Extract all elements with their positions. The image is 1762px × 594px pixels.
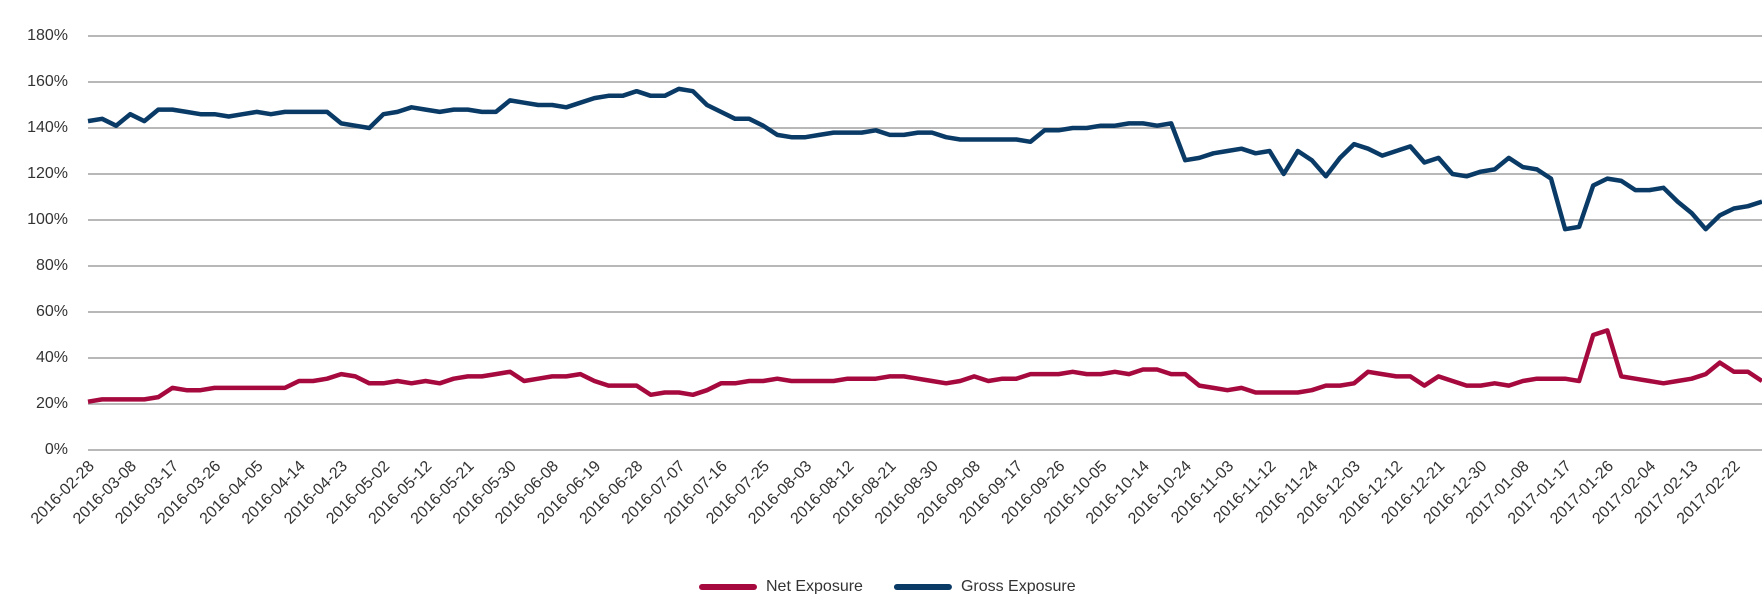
series-line <box>87 328 1762 404</box>
series-line <box>87 86 1762 232</box>
y-tick-label: 160% <box>27 73 68 90</box>
y-tick-label: 80% <box>36 257 68 274</box>
legend: Net Exposure Gross Exposure <box>699 578 1076 594</box>
y-tick-label: 180% <box>27 27 68 44</box>
y-tick-label: 100% <box>27 211 68 228</box>
y-tick-label: 120% <box>27 165 68 182</box>
legend-label: Net Exposure <box>766 578 863 594</box>
y-tick-label: 40% <box>36 349 68 366</box>
y-tick-label: 140% <box>27 119 68 136</box>
y-tick-label: 20% <box>36 395 68 412</box>
legend-label: Gross Exposure <box>961 578 1076 594</box>
y-tick-label: 0% <box>45 441 68 458</box>
y-tick-label: 60% <box>36 303 68 320</box>
